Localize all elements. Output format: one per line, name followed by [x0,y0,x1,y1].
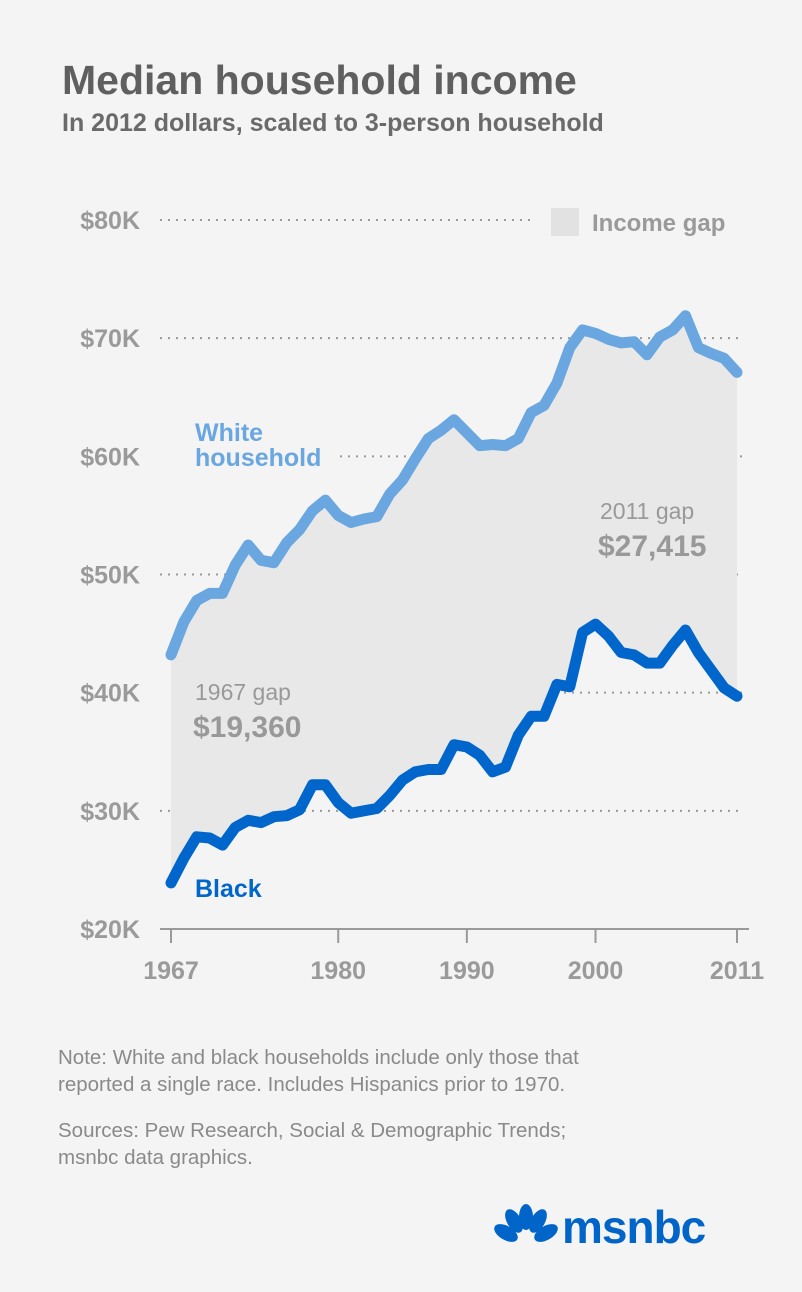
gap-2011-value: $27,415 [598,530,706,563]
black-series-label: Black [195,875,262,903]
msnbc-peacock-icon [494,1204,558,1246]
msnbc-logo-text: msnbc [562,1201,706,1253]
legend-label: Income gap [592,210,725,237]
white-household-line [165,310,743,661]
y-tick-label: $80K [80,207,140,235]
y-tick-label: $20K [80,916,140,944]
x-tick-label: 1980 [310,957,366,985]
y-tick-label: $70K [80,325,140,353]
black-household-line [165,618,743,889]
gap-1967-value: $19,360 [193,711,301,744]
legend-swatch [551,208,579,236]
income-gap-area [171,315,737,883]
chart-subtitle: In 2012 dollars, scaled to 3-person hous… [62,109,604,137]
x-axis: 1967 1980 1990 2000 2011 [143,928,764,985]
gap-2011-label: 2011 gap [600,498,694,524]
chart-title: Median household income [62,57,577,103]
y-tick-label: $50K [80,562,140,590]
x-tick-label: 1990 [439,957,495,985]
x-tick-label: 2011 [710,957,764,985]
x-tick-label: 1967 [143,957,199,985]
source-line-1: Sources: Pew Research, Social & Demograp… [58,1119,566,1142]
note-line-2: reported a single race. Includes Hispani… [58,1073,565,1096]
y-tick-label: $30K [80,798,140,826]
y-tick-label: $40K [80,680,140,708]
x-tick-label: 2000 [568,957,624,985]
white-series-label-1: White [195,419,263,447]
y-tick-label: $60K [80,443,140,471]
note-line-1: Note: White and black households include… [58,1046,579,1069]
gap-1967-label: 1967 gap [195,679,291,705]
white-series-label-2: household [195,444,321,472]
y-axis: $80K $70K $60K $50K $40K $30K $20K [80,207,140,944]
source-line-2: msnbc data graphics. [58,1146,253,1169]
